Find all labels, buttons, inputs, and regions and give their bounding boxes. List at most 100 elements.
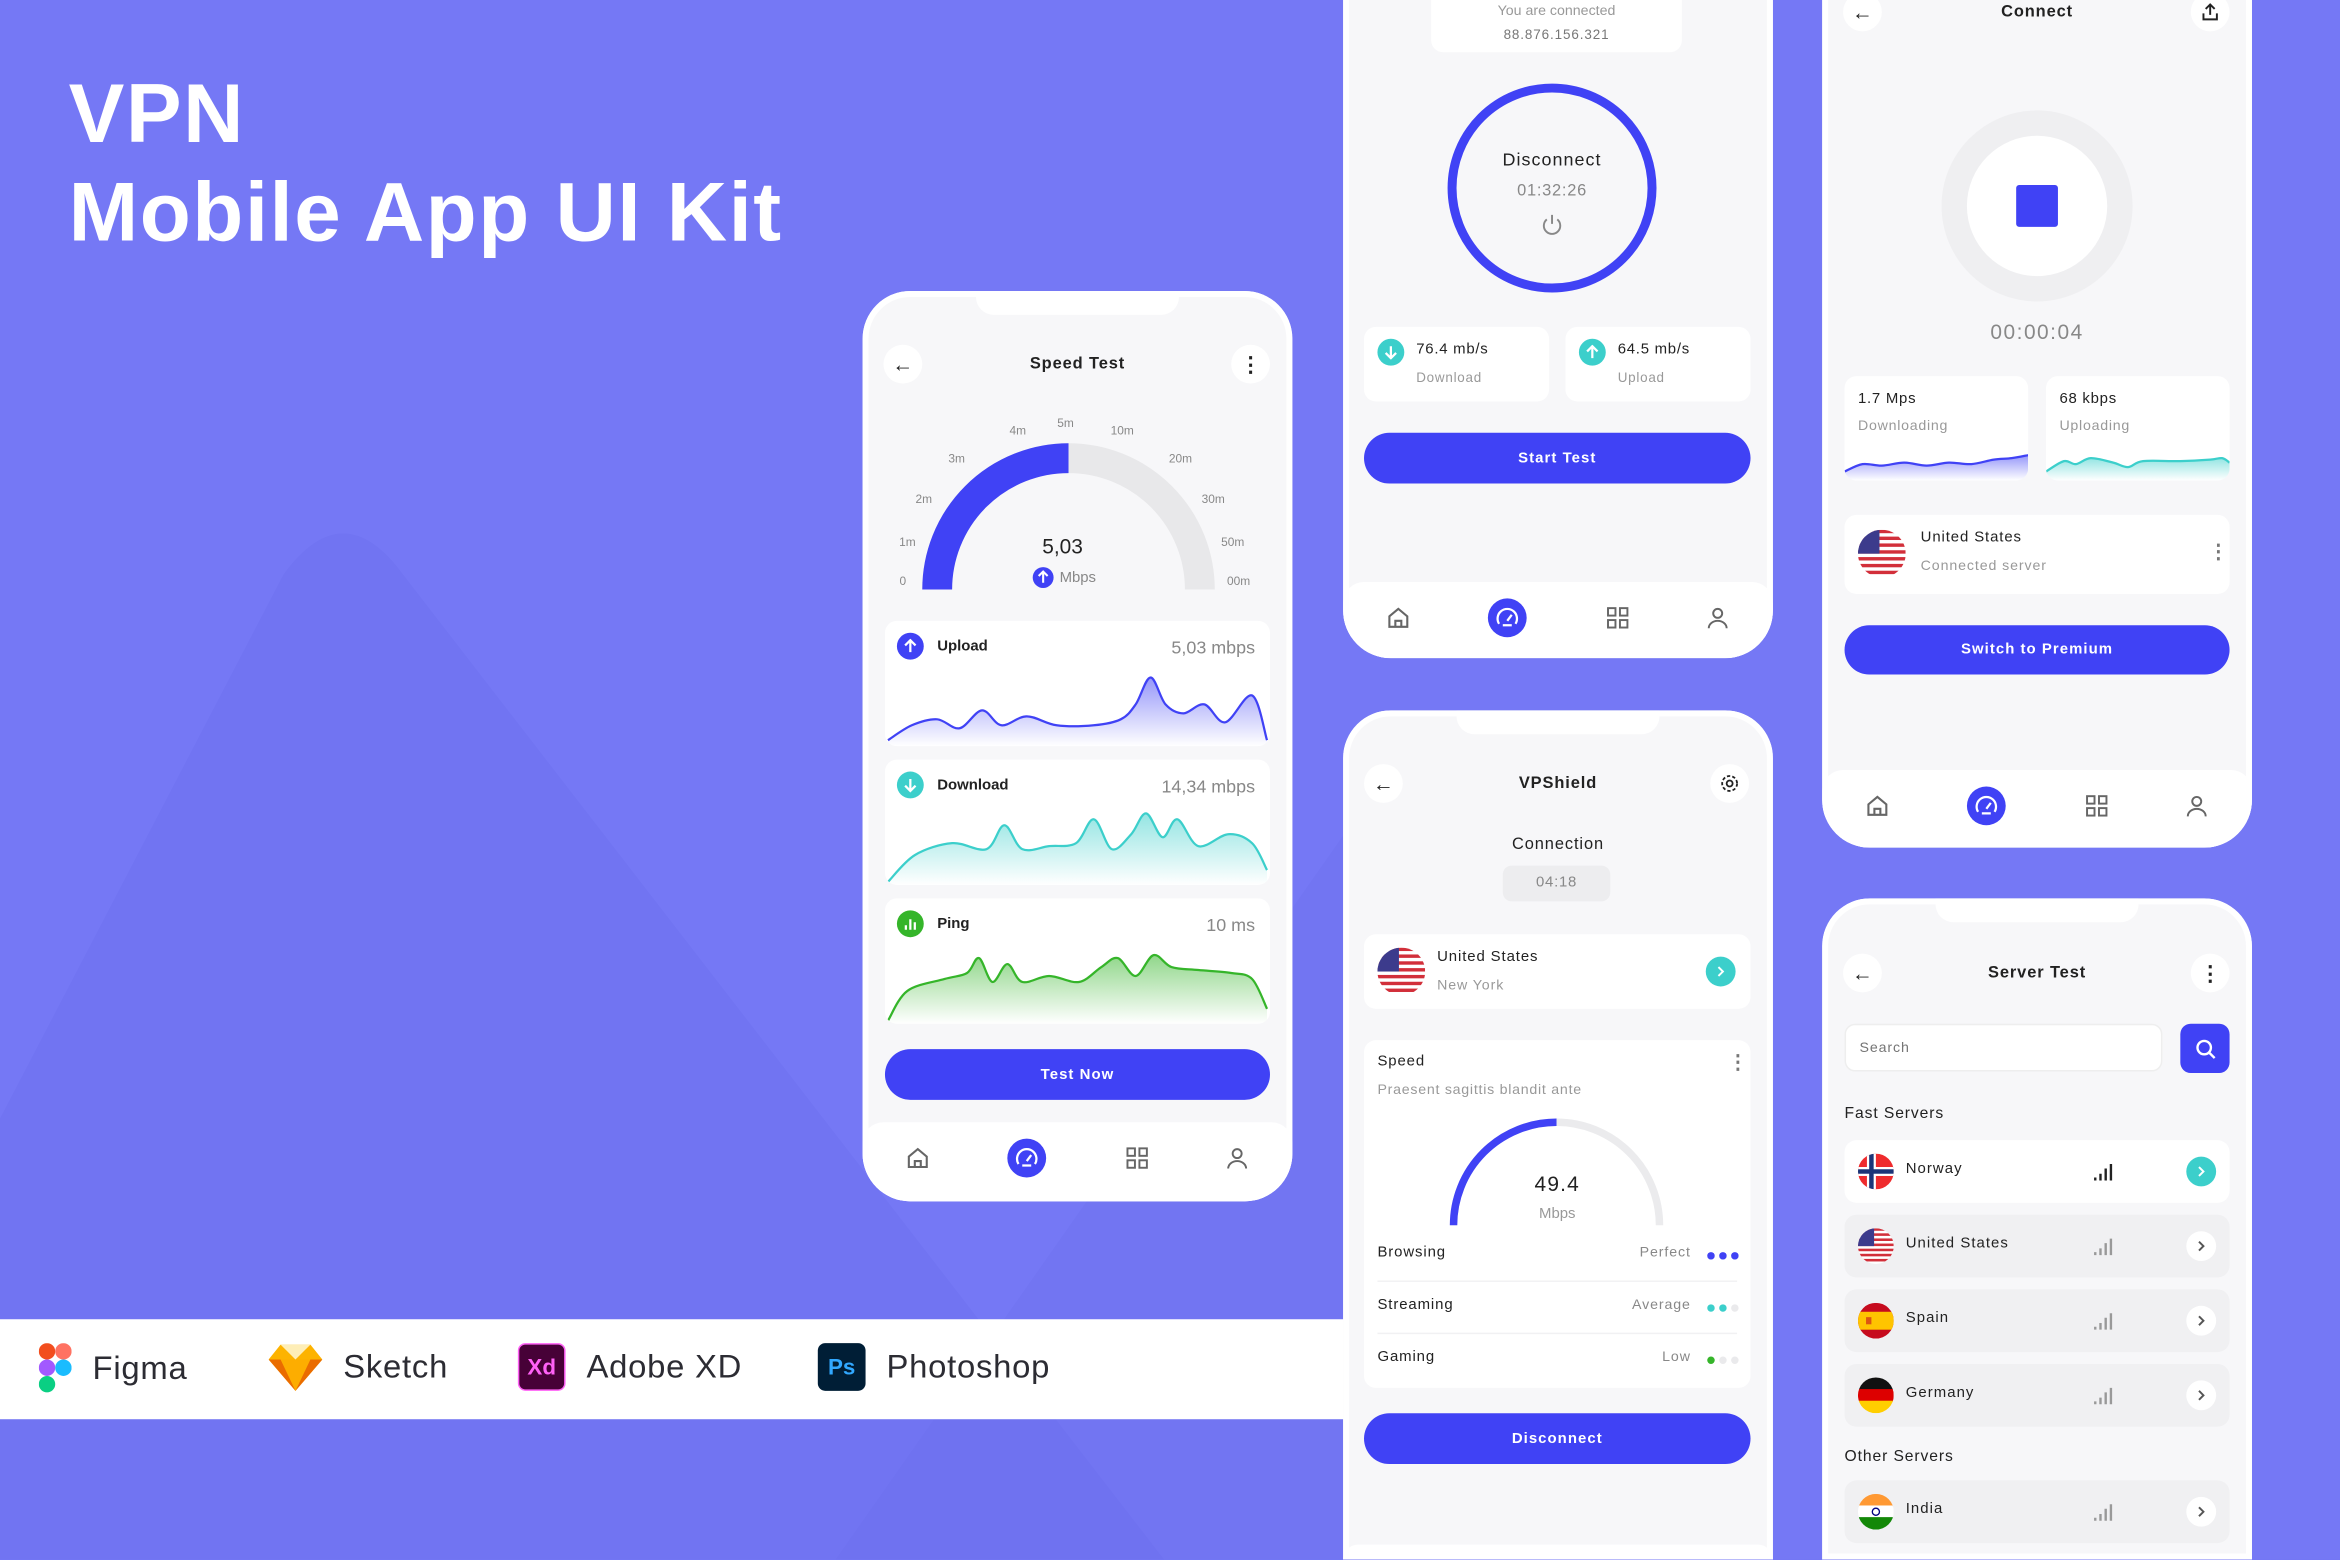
test-now-button[interactable]: Test Now	[884, 1049, 1270, 1100]
bottom-nav	[1343, 1544, 1773, 1560]
quality-row: Browsing Perfect	[1364, 1245, 1751, 1269]
nav-item-speedometer[interactable]	[1487, 598, 1527, 638]
nav-item-home[interactable]	[1379, 598, 1418, 637]
download-card: Download 14,34 mbps	[884, 759, 1270, 885]
chevron-right-icon[interactable]	[1705, 956, 1736, 987]
download-sparkline	[1844, 454, 2029, 481]
start-test-button[interactable]: Start Test	[1364, 432, 1751, 484]
chevron-right-icon[interactable]	[2186, 1380, 2217, 1411]
connection-info-card: You are connected 88.876.156.321	[1431, 0, 1682, 53]
chevron-right-icon[interactable]	[2186, 1496, 2217, 1527]
chevron-right-icon[interactable]	[2186, 1305, 2217, 1336]
nav-item-grid[interactable]	[1118, 1139, 1157, 1178]
gauge-tick-label: 3m	[948, 452, 965, 466]
download-stat-card: 1.7 Mps Downloading	[1844, 376, 2029, 481]
wave-area	[1844, 455, 2029, 481]
back-button[interactable]: ←	[1364, 764, 1403, 803]
upload-wave-chart	[887, 676, 1269, 747]
chevron-right-icon[interactable]	[2186, 1156, 2217, 1187]
more-button[interactable]: ⋮	[1231, 344, 1270, 384]
location-card[interactable]: United States New York	[1364, 934, 1751, 1009]
location-city: New York	[1437, 977, 1505, 994]
back-button[interactable]: ←	[1843, 953, 1882, 993]
upload-value: 5,03 mbps	[1171, 637, 1256, 659]
user-icon	[1707, 607, 1728, 629]
server-name: India	[1905, 1501, 1944, 1518]
nav-item-grid[interactable]	[2077, 786, 2116, 825]
grid-icon	[2086, 795, 2108, 817]
nav-item-home[interactable]	[1858, 786, 1897, 825]
gauge-value: 5,03	[1042, 536, 1083, 559]
server-subtitle: Connected server	[1920, 558, 2047, 575]
nav-item-grid[interactable]	[1598, 598, 1637, 637]
notch	[975, 291, 1179, 315]
connection-timer: 00:00:04	[1990, 319, 2084, 344]
quality-level-indicator	[1364, 1349, 1751, 1373]
tools-band: Figma Sketch Xd Adobe XD Ps Photoshop	[0, 1319, 1351, 1420]
chevron-right-icon[interactable]	[2186, 1231, 2217, 1262]
gauge-fill	[922, 443, 1069, 590]
disconnect-button[interactable]: Disconnect	[1364, 1413, 1751, 1464]
back-button[interactable]: ←	[1843, 0, 1882, 32]
in-flag-icon	[1857, 1493, 1894, 1530]
quality-row: Streaming Average	[1364, 1297, 1751, 1321]
quality-dot	[1731, 1304, 1739, 1312]
quality-level-indicator	[1364, 1245, 1751, 1269]
gauge-tick-label: 00m	[1227, 574, 1250, 588]
gauge-tick-label: 30m	[1202, 492, 1225, 506]
no-flag-icon	[1857, 1153, 1894, 1190]
nav-item-home[interactable]	[898, 1139, 937, 1178]
quality-rating: Perfect	[1639, 1244, 1691, 1262]
hero-title-line2: Mobile App UI Kit	[68, 164, 783, 259]
divider	[1377, 1280, 1738, 1282]
wave-area	[887, 954, 1268, 1024]
more-vertical-icon[interactable]: ⋮	[1728, 1050, 1748, 1073]
nav-item-speedometer[interactable]	[1007, 1138, 1047, 1178]
signal-strength-icon	[2094, 1238, 2113, 1256]
search-button[interactable]	[2180, 1023, 2230, 1073]
gauge-tick-label: 1m	[899, 535, 916, 549]
search-input[interactable]	[1844, 1023, 2163, 1072]
signal-strength-icon	[2094, 1387, 2113, 1405]
gauge-tick-label: 0	[900, 574, 907, 588]
nav-item-user[interactable]	[1218, 1139, 1257, 1178]
download-label: Downloading	[1857, 417, 1949, 435]
more-vertical-icon[interactable]: ⋮	[2208, 540, 2229, 563]
server-row[interactable]: Germany	[1844, 1364, 2230, 1427]
nav-item-user[interactable]	[1698, 598, 1737, 637]
gauge-tick-label: 2m	[915, 492, 932, 506]
phone-connected: You are connected 88.876.156.321 Disconn…	[1343, 0, 1773, 659]
server-row[interactable]: India	[1844, 1480, 2230, 1544]
server-row[interactable]: Norway	[1844, 1140, 2230, 1203]
back-button[interactable]: ←	[883, 344, 923, 384]
disconnect-label: Disconnect	[1502, 149, 1602, 171]
session-timer: 01:32:26	[1517, 182, 1587, 200]
quality-dot	[1719, 1304, 1727, 1312]
server-name: United States	[1905, 1235, 2009, 1253]
server-row[interactable]: Spain	[1844, 1289, 2230, 1353]
tool-photoshop: Ps Photoshop	[817, 1343, 1051, 1391]
sketch-logo-icon	[268, 1344, 323, 1391]
quality-rating: Average	[1632, 1296, 1691, 1314]
stop-button[interactable]	[1966, 135, 2108, 277]
settings-button[interactable]	[1710, 764, 1750, 803]
quality-dot	[1731, 1356, 1739, 1365]
arrow-up-icon	[1578, 338, 1606, 366]
tool-label: Photoshop	[886, 1347, 1051, 1385]
switch-to-premium-button[interactable]: Switch to Premium	[1844, 625, 2230, 675]
quality-dot	[1731, 1252, 1739, 1260]
connected-server-card[interactable]: United States Connected server ⋮	[1844, 514, 2230, 594]
share-button[interactable]	[2190, 0, 2230, 32]
phone-connect: ← Connect 00:00:04 1.7 Mps Downloading 6…	[1822, 0, 2252, 848]
tool-label: Figma	[92, 1349, 188, 1387]
upload-label: Uploading	[2059, 417, 2131, 435]
quality-row: Gaming Low	[1364, 1349, 1751, 1373]
more-button[interactable]: ⋮	[2190, 953, 2230, 993]
disconnect-circle-button[interactable]: Disconnect 01:32:26	[1447, 83, 1657, 293]
page-title: Connect	[2001, 2, 2074, 21]
gear-icon	[1721, 775, 1738, 792]
nav-item-user[interactable]	[2177, 786, 2216, 825]
quality-rating: Low	[1662, 1349, 1691, 1366]
nav-item-speedometer[interactable]	[1966, 786, 2006, 826]
server-row[interactable]: United States	[1844, 1214, 2230, 1278]
